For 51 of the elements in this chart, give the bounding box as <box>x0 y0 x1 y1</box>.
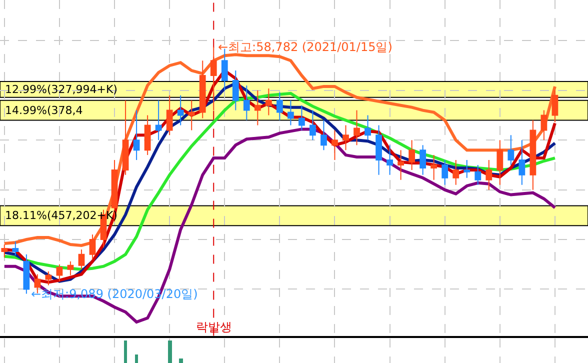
candlestick <box>177 94 184 126</box>
candlestick <box>298 104 305 131</box>
candlestick <box>530 120 536 190</box>
band-label: 12.99%(327,994+K) <box>5 83 118 96</box>
candlestick <box>45 270 52 286</box>
candlestick <box>144 114 151 156</box>
candlestick <box>78 248 85 270</box>
candlestick <box>398 150 404 180</box>
candlestick <box>540 110 548 141</box>
candlestick <box>452 160 460 186</box>
candlestick <box>254 90 261 126</box>
candlestick <box>552 90 558 123</box>
candlestick <box>518 140 526 186</box>
candlestick <box>155 100 162 141</box>
text: 락발생 <box>196 320 232 334</box>
candlestick <box>199 60 206 119</box>
candlestick <box>508 134 514 166</box>
candlestick <box>310 110 316 141</box>
candlestick <box>474 164 482 186</box>
candlestick <box>23 254 30 294</box>
candlestick <box>364 114 371 141</box>
candlestick <box>188 100 195 131</box>
candlestick <box>354 110 360 146</box>
candlestick <box>232 70 239 111</box>
candlestick <box>1 244 8 258</box>
candlestick <box>12 241 19 256</box>
candlestick <box>420 144 426 176</box>
candlestick <box>265 88 272 116</box>
candlestick <box>276 92 283 121</box>
candlestick <box>288 100 294 126</box>
candlestick <box>210 46 217 111</box>
candlestick <box>486 160 492 190</box>
candlestick <box>386 144 393 176</box>
candlestick <box>376 124 382 176</box>
candlestick <box>342 124 349 151</box>
candlestick <box>332 130 338 161</box>
candlestick <box>496 140 504 186</box>
candlestick <box>67 260 74 276</box>
candlestick <box>166 94 173 136</box>
candlestick <box>133 110 140 161</box>
candlestick <box>243 84 250 121</box>
candlestick <box>408 140 416 170</box>
candlestick <box>320 120 327 151</box>
band-label: 14.99%(378,4 <box>5 104 83 117</box>
annotation: ←최고:58,782 (2021/01/15일) <box>218 40 392 54</box>
candlestick <box>89 234 96 260</box>
candlestick <box>430 154 438 180</box>
candlestick <box>122 100 129 176</box>
candlestick <box>56 264 63 282</box>
candlestick <box>464 160 470 178</box>
candlestick <box>442 160 448 186</box>
